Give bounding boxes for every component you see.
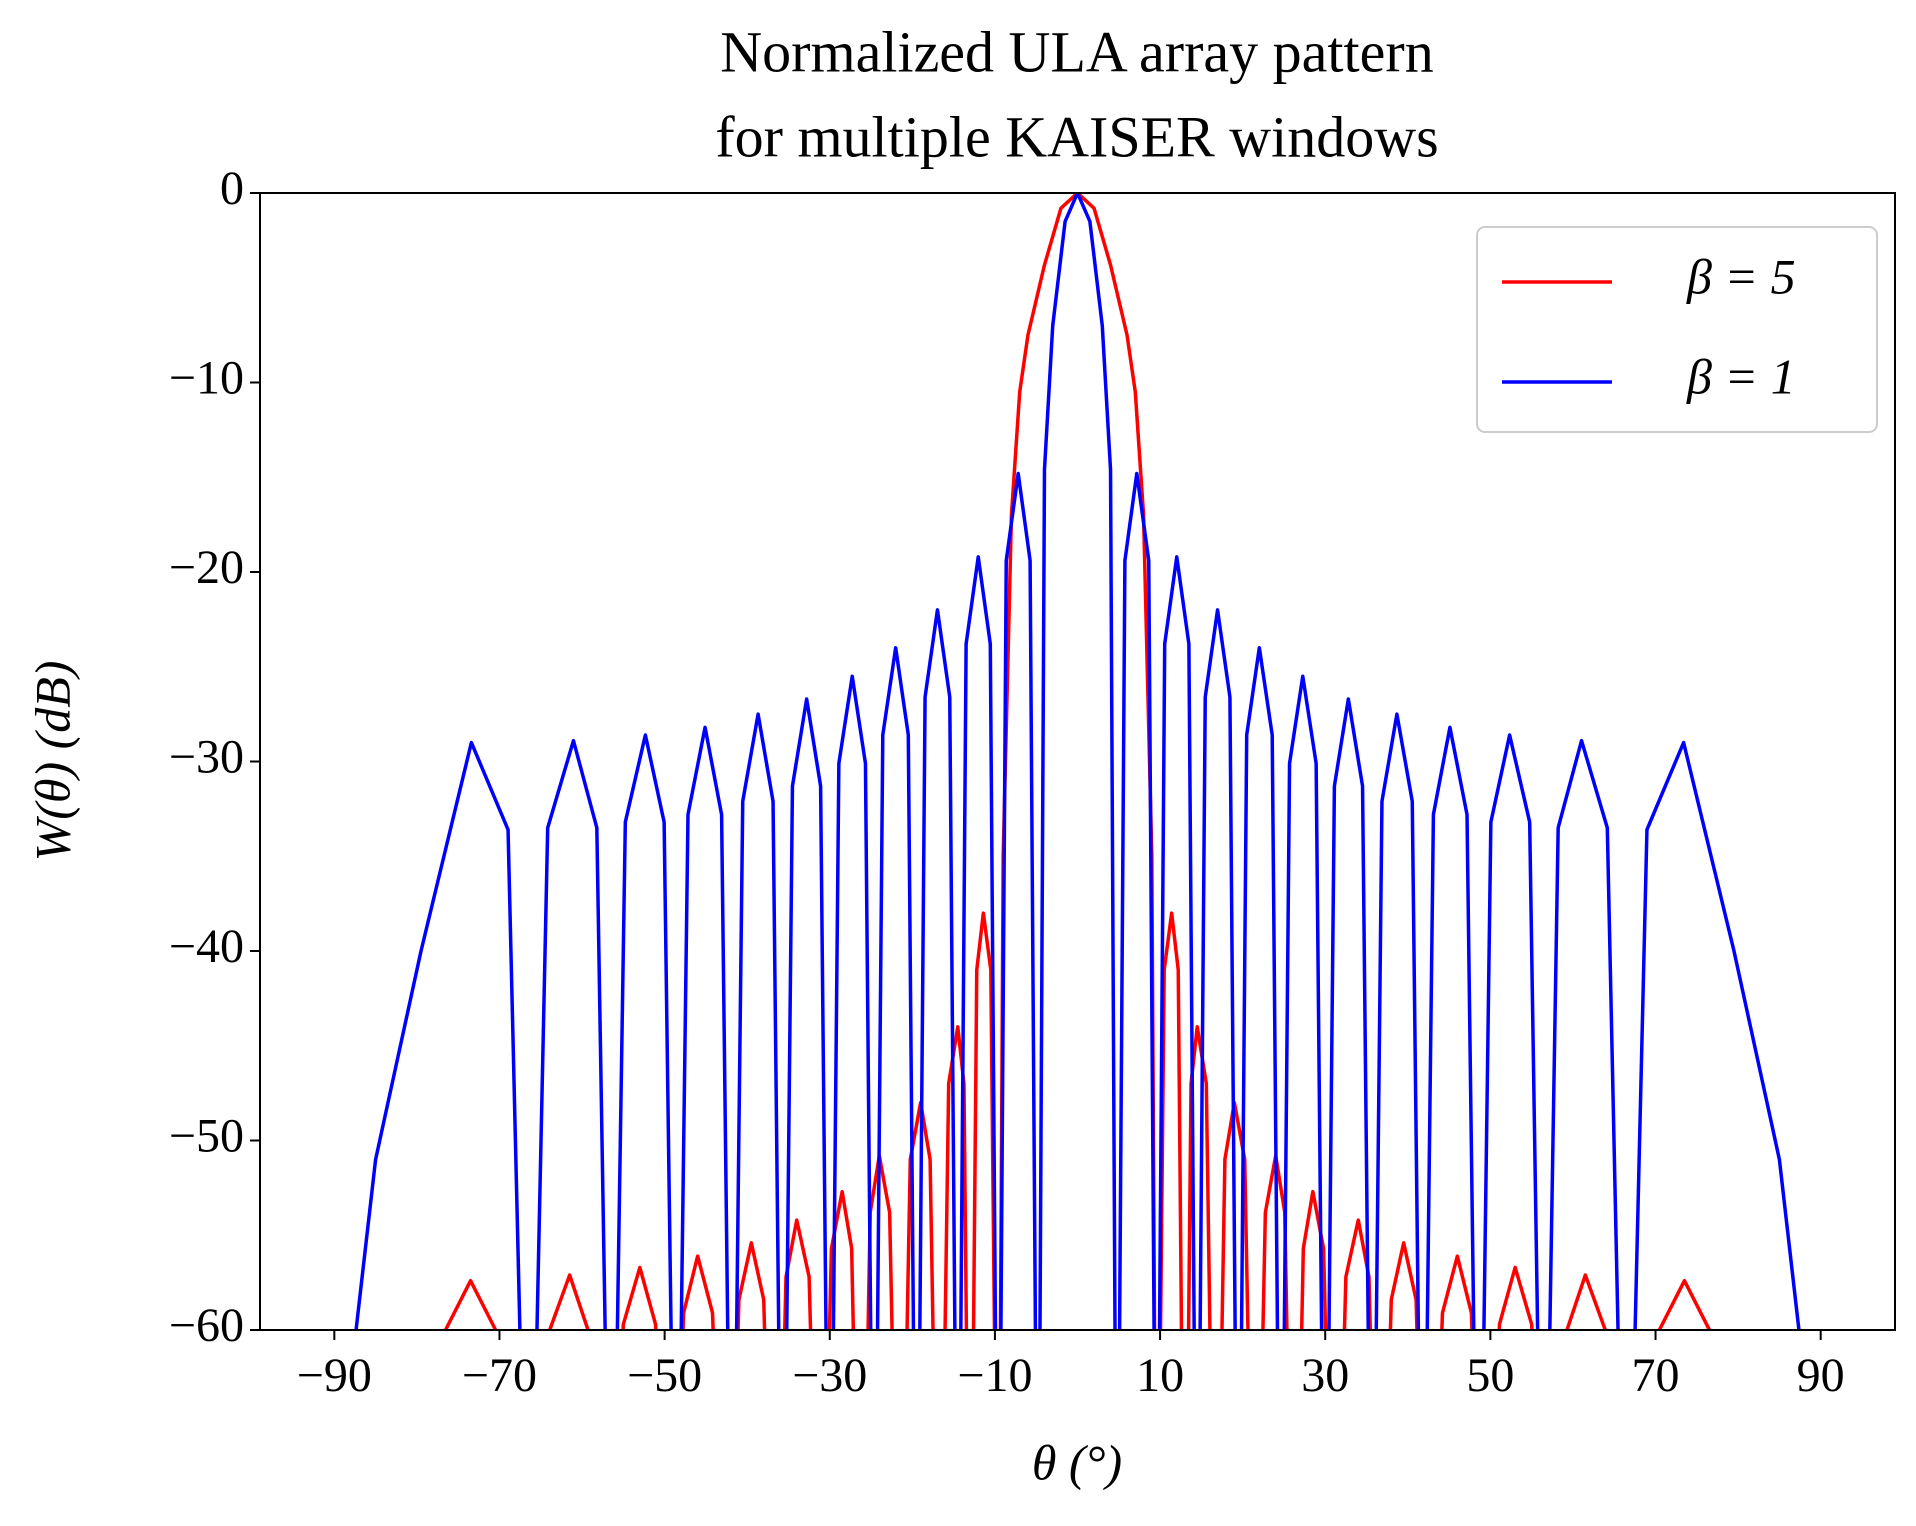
chart-title: for multiple KAISER windows	[715, 104, 1438, 169]
x-tick-label: −30	[792, 1349, 867, 1402]
x-tick-label: 70	[1632, 1349, 1680, 1402]
y-tick-label: −20	[169, 541, 244, 594]
legend-box	[1476, 226, 1878, 433]
y-tick-label: −10	[169, 352, 244, 405]
chart-title: Normalized ULA array pattern	[720, 19, 1433, 84]
y-tick-label: 0	[220, 162, 244, 215]
x-tick-label: 50	[1466, 1349, 1514, 1402]
series-line	[443, 193, 1712, 1330]
x-axis-label: θ (°)	[1032, 1434, 1122, 1490]
legend-label: β = 5	[1686, 248, 1796, 304]
plot-area	[354, 193, 1801, 1330]
y-tick-label: −40	[169, 920, 244, 973]
x-tick-label: 90	[1797, 1349, 1845, 1402]
x-tick-label: −70	[462, 1349, 537, 1402]
y-tick-label: −50	[169, 1110, 244, 1163]
legend-label: β = 1	[1686, 348, 1796, 404]
x-tick-label: −10	[957, 1349, 1032, 1402]
y-axis-label: W(θ) (dB)	[24, 661, 80, 862]
x-tick-label: 10	[1136, 1349, 1184, 1402]
y-tick-label: −30	[169, 731, 244, 784]
y-tick-label: −60	[169, 1299, 244, 1352]
x-tick-label: −90	[297, 1349, 372, 1402]
x-tick-label: −50	[627, 1349, 702, 1402]
x-tick-label: 30	[1301, 1349, 1349, 1402]
series-line	[354, 193, 1801, 1330]
